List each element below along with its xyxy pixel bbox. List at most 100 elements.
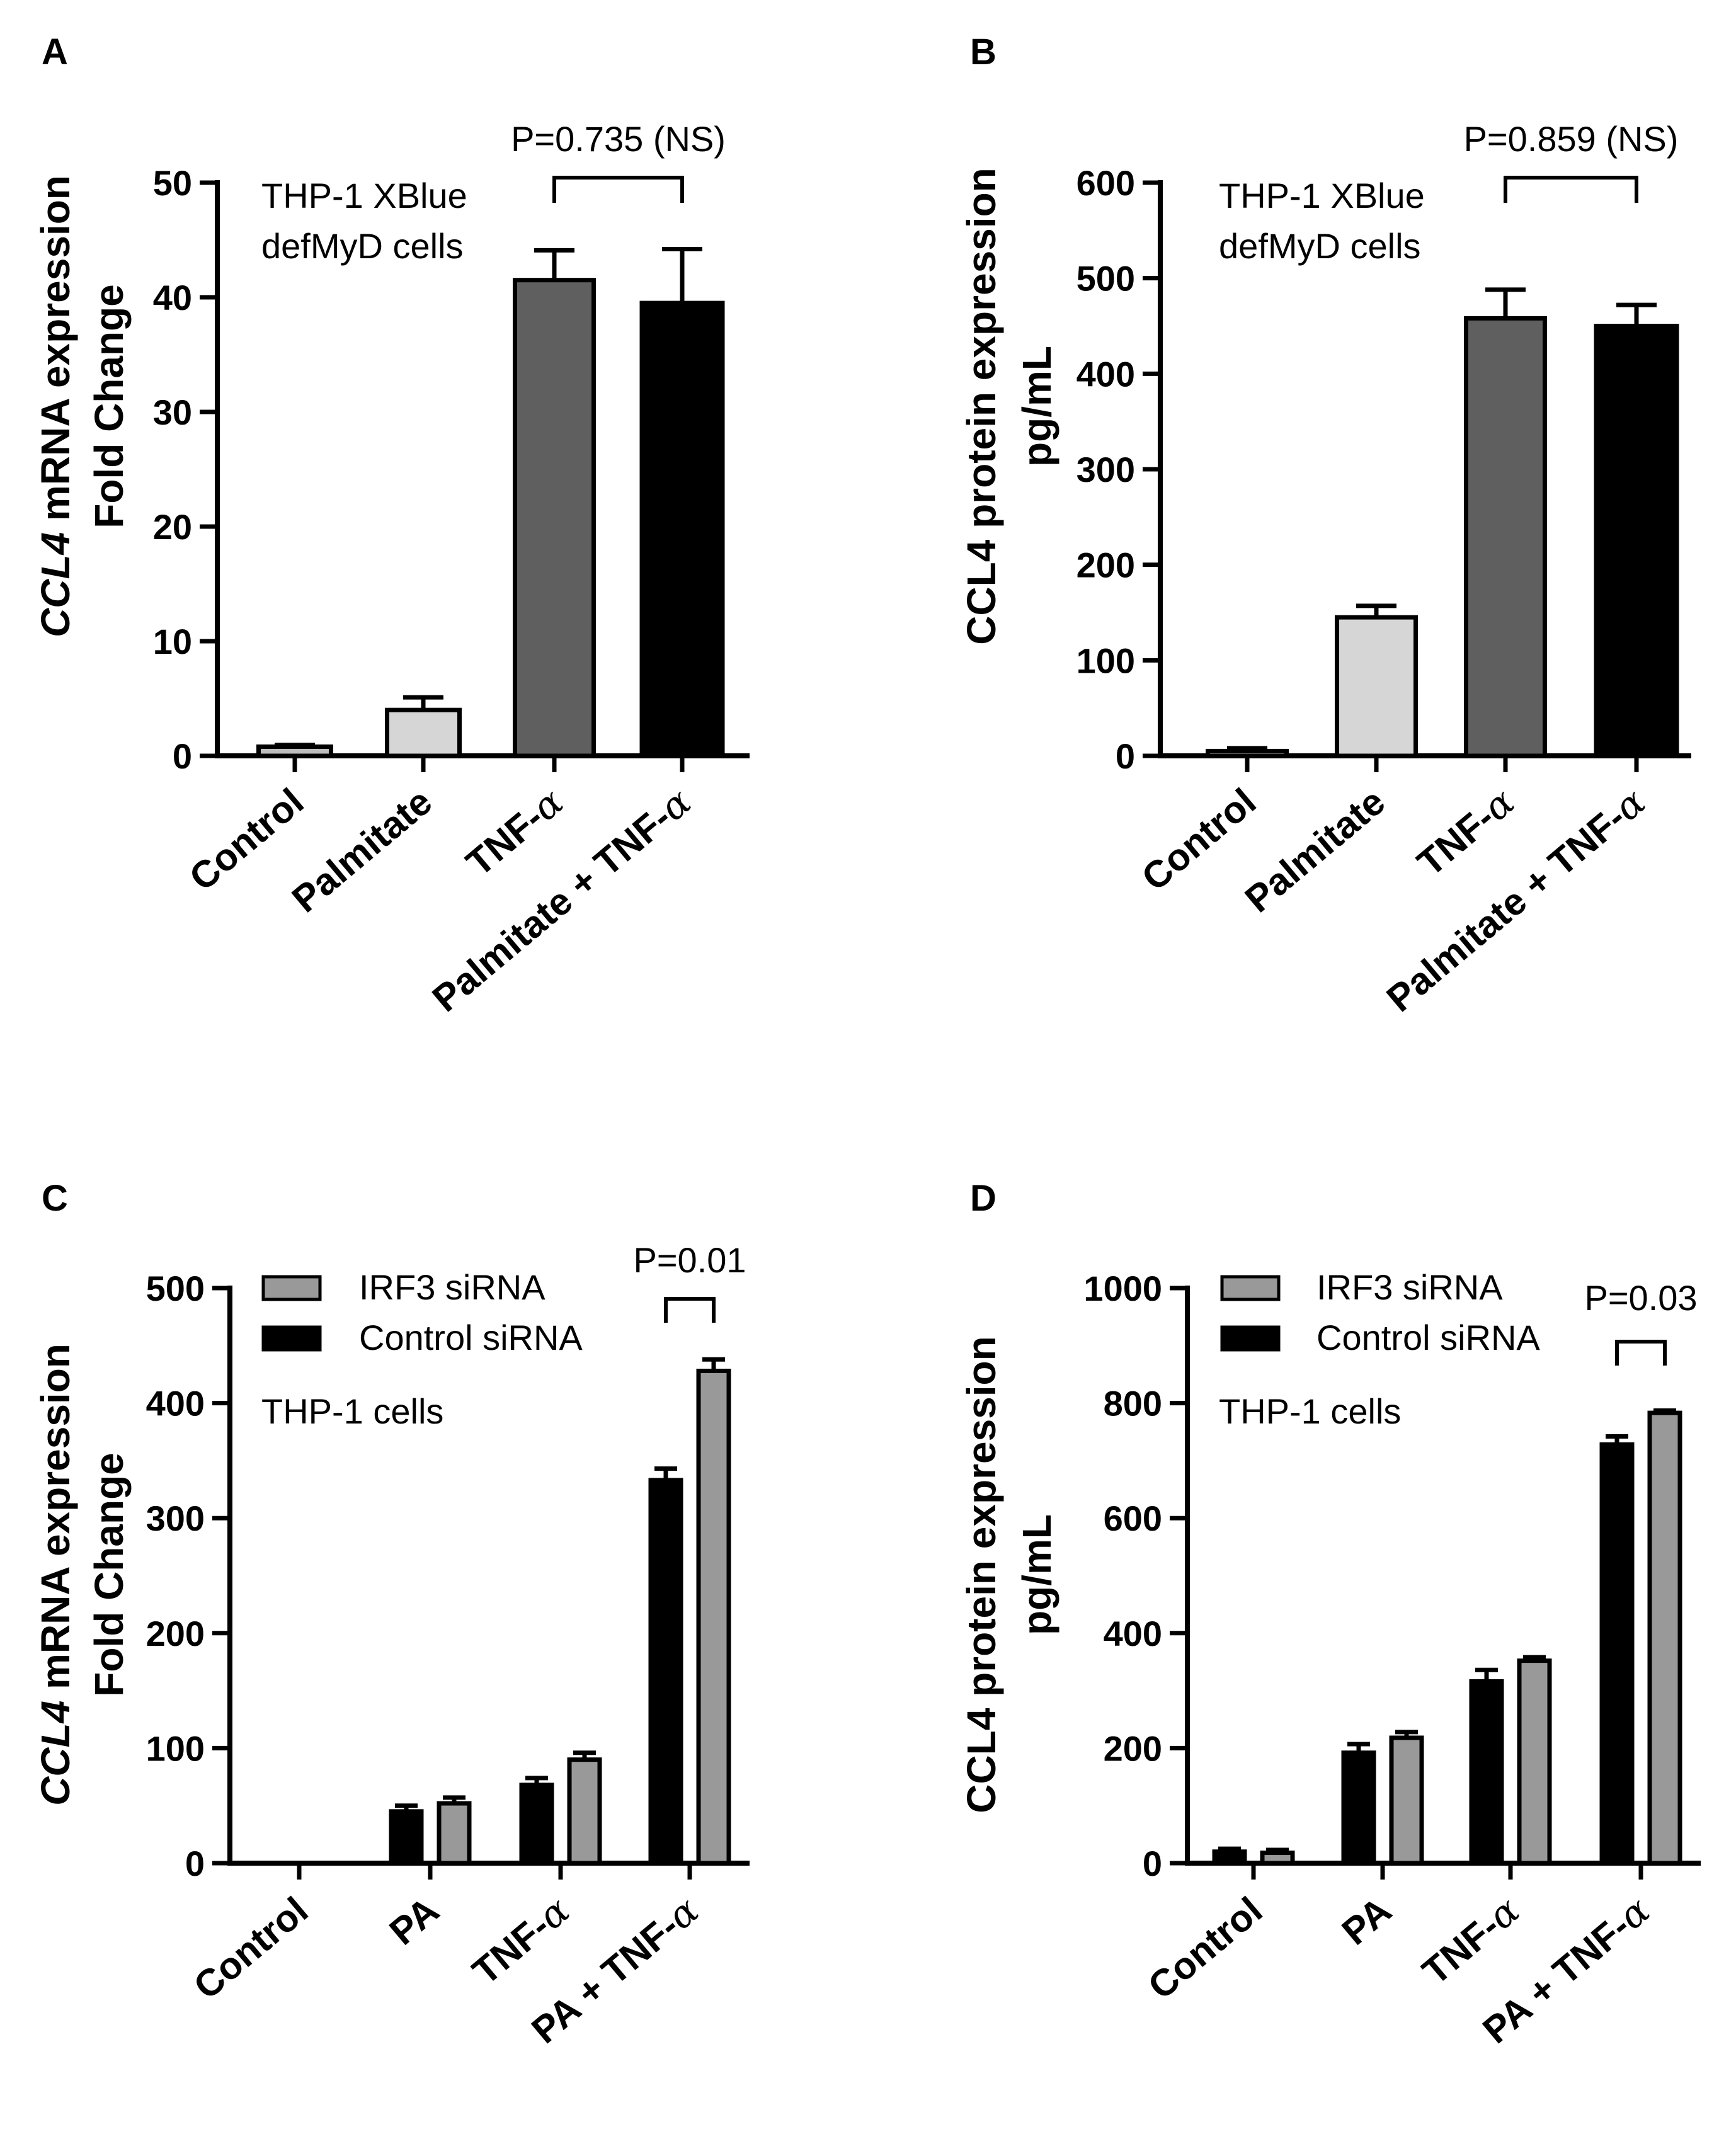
y-tick-label: 400 <box>1104 1614 1162 1653</box>
category-tick-label: TNF-α <box>464 1888 578 1994</box>
legend-swatch <box>261 1275 322 1301</box>
category-tick-label: Palmitate <box>284 780 440 921</box>
y-tick-label: 0 <box>173 736 192 776</box>
bar-irf3-4 <box>1647 1410 1682 1866</box>
y-tick-label: 100 <box>1076 641 1135 680</box>
y-tick-label: 0 <box>185 1844 205 1883</box>
bar-3 <box>513 278 596 758</box>
panel-label: A <box>42 31 68 72</box>
category-tick-label: Control <box>1134 780 1264 899</box>
panel-d: D CCL4 protein expression pg/mL 0 200 400 600 8… <box>959 1178 1701 2051</box>
category-label-text: Palmitate + TNF- <box>1379 797 1633 1020</box>
cell-type-annotation: defMyD cells <box>1219 226 1421 266</box>
category-tick-label: TNF-α <box>1409 780 1523 885</box>
category-tick-label: TNF-α <box>1414 1888 1528 1994</box>
y-tick-label: 600 <box>1076 163 1135 203</box>
y-tick-label: 0 <box>1143 1844 1162 1883</box>
bar-control-4 <box>1599 1442 1635 1866</box>
y-axis-label-rest: mRNA expression <box>33 1344 78 1701</box>
p-value-label: P=0.735 (NS) <box>511 119 726 159</box>
y-tick-label: 200 <box>1076 545 1135 585</box>
bar-2 <box>385 707 462 758</box>
legend-label: IRF3 siRNA <box>359 1267 545 1307</box>
y-axis-unit-label: Fold Change <box>86 1452 132 1697</box>
category-tick-label: Control <box>1140 1889 1270 2007</box>
legend-swatch <box>1220 1325 1281 1352</box>
y-tick-label: 300 <box>1076 450 1135 489</box>
bar-1 <box>256 744 333 758</box>
bar-irf3-4 <box>696 1368 731 1866</box>
bar-4 <box>1594 324 1679 758</box>
y-tick-label: 500 <box>1076 259 1135 299</box>
p-value-label: P=0.859 (NS) <box>1464 119 1679 159</box>
category-tick-label: PA <box>1334 1889 1400 1953</box>
significance-bracket <box>1615 1340 1667 1366</box>
cell-type-annotation: defMyD cells <box>261 226 464 266</box>
significance-bracket <box>664 1297 716 1323</box>
y-axis-label: CCL4 protein expression <box>959 1336 1004 1813</box>
bar-irf3-2 <box>1389 1735 1424 1866</box>
panel-label: B <box>970 31 996 72</box>
bar-irf3-2 <box>437 1801 472 1866</box>
bar-control-4 <box>648 1478 683 1866</box>
panel-b: B CCL4 protein expression pg/mL 0 100 200 300 4… <box>959 31 1691 1020</box>
y-axis-label: CCL4 protein expression <box>959 168 1004 645</box>
cell-type-annotation: THP-1 XBlue <box>261 176 467 215</box>
category-tick-label: Control <box>186 1889 316 2007</box>
y-axis-label: CCL4 mRNA expression <box>33 175 78 637</box>
y-tick-label: 1000 <box>1083 1269 1162 1308</box>
legend-label: IRF3 siRNA <box>1316 1267 1503 1307</box>
y-tick-label: 20 <box>153 507 192 547</box>
panel-c: C CCL4 mRNA expression Fold Change 0 100 200 3… <box>33 1178 750 2051</box>
bar-control-2 <box>1341 1750 1376 1866</box>
y-tick-label: 400 <box>146 1384 205 1424</box>
y-tick-label: 10 <box>153 622 192 661</box>
y-tick-label: 40 <box>153 278 192 317</box>
y-tick-label: 0 <box>1116 736 1135 776</box>
bar-4 <box>639 300 725 758</box>
panel-label: C <box>42 1178 68 1219</box>
p-value-label: P=0.01 <box>633 1240 746 1280</box>
y-axis-unit-label: Fold Change <box>86 284 132 528</box>
legend-swatch <box>261 1325 322 1352</box>
category-tick-label: Palmitate <box>1237 780 1393 921</box>
panel-a: A CCL4 mRNA expression Fold Change 0 10 20 30 4… <box>33 31 750 1020</box>
cell-type-annotation: THP-1 cells <box>261 1391 443 1431</box>
cell-type-annotation: THP-1 cells <box>1219 1391 1401 1431</box>
y-axis-unit-label: pg/mL <box>1014 1514 1059 1635</box>
bar-irf3-3 <box>567 1757 602 1866</box>
cell-type-annotation: THP-1 XBlue <box>1219 176 1425 215</box>
y-tick-label: 200 <box>1104 1728 1162 1768</box>
y-tick-label: 30 <box>153 392 192 432</box>
y-axis-label: CCL4 mRNA expression <box>33 1344 78 1806</box>
p-value-label: P=0.03 <box>1584 1278 1697 1318</box>
legend-label: Control siRNA <box>359 1318 583 1357</box>
y-tick-label: 400 <box>1076 354 1135 394</box>
legend-label: Control siRNA <box>1316 1318 1540 1357</box>
y-tick-label: 100 <box>146 1728 205 1768</box>
legend-swatch <box>1220 1275 1281 1301</box>
y-tick-label: 500 <box>146 1269 205 1308</box>
category-tick-label: TNF-α <box>458 780 572 885</box>
y-tick-label: 300 <box>146 1498 205 1538</box>
bar-control-1 <box>1212 1849 1247 1866</box>
significance-bracket <box>552 176 684 203</box>
category-tick-label: PA <box>382 1889 447 1953</box>
bar-irf3-3 <box>1517 1658 1552 1866</box>
y-tick-label: 50 <box>153 163 192 203</box>
y-axis-label-italic: CCL4 <box>33 532 78 637</box>
y-axis-label-rest: mRNA expression <box>33 175 78 532</box>
y-tick-label: 800 <box>1104 1384 1162 1424</box>
significance-bracket <box>1504 176 1638 203</box>
y-axis-unit-label: pg/mL <box>1014 346 1059 467</box>
bar-control-3 <box>1469 1679 1504 1866</box>
bar-1 <box>1206 748 1289 758</box>
bar-3 <box>1464 316 1547 758</box>
bar-2 <box>1335 615 1418 758</box>
bar-control-3 <box>519 1783 554 1866</box>
y-tick-label: 600 <box>1104 1498 1162 1538</box>
y-tick-label: 200 <box>146 1614 205 1653</box>
y-axis-label-italic: CCL4 <box>33 1701 78 1806</box>
bar-irf3-1 <box>1260 1851 1295 1866</box>
